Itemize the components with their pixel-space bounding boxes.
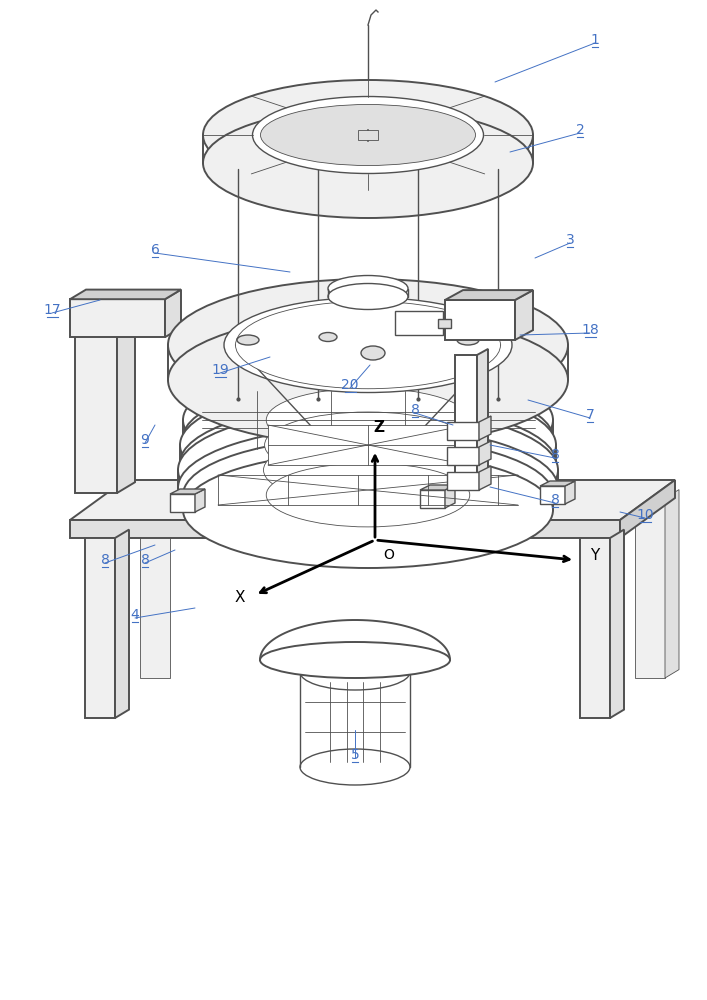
Ellipse shape xyxy=(183,437,553,553)
Text: 2: 2 xyxy=(575,123,585,137)
Text: 8: 8 xyxy=(551,448,559,462)
Ellipse shape xyxy=(180,403,556,523)
Ellipse shape xyxy=(183,362,553,478)
Polygon shape xyxy=(477,349,488,485)
Polygon shape xyxy=(195,489,205,512)
Polygon shape xyxy=(170,494,195,512)
Text: O: O xyxy=(383,548,394,562)
Polygon shape xyxy=(75,299,135,310)
Ellipse shape xyxy=(178,426,558,550)
Text: 19: 19 xyxy=(211,363,229,377)
Polygon shape xyxy=(540,481,575,486)
Ellipse shape xyxy=(168,314,568,446)
Polygon shape xyxy=(438,319,451,328)
Text: 8: 8 xyxy=(551,493,559,507)
Ellipse shape xyxy=(183,452,553,568)
Polygon shape xyxy=(479,441,491,465)
Ellipse shape xyxy=(235,301,501,389)
Ellipse shape xyxy=(224,297,512,393)
Ellipse shape xyxy=(328,275,408,302)
Polygon shape xyxy=(420,490,445,508)
Text: Y: Y xyxy=(590,548,600,562)
Polygon shape xyxy=(447,422,479,440)
Text: 3: 3 xyxy=(566,233,574,247)
Text: 10: 10 xyxy=(636,508,654,522)
Polygon shape xyxy=(445,300,515,340)
Polygon shape xyxy=(165,290,181,337)
Ellipse shape xyxy=(457,335,479,345)
Ellipse shape xyxy=(180,385,556,505)
Polygon shape xyxy=(70,520,620,538)
Ellipse shape xyxy=(260,104,476,165)
Text: 1: 1 xyxy=(590,33,600,47)
Polygon shape xyxy=(665,490,679,678)
Text: 8: 8 xyxy=(411,403,419,417)
Ellipse shape xyxy=(203,80,533,190)
Ellipse shape xyxy=(319,332,337,342)
Ellipse shape xyxy=(361,346,385,360)
Polygon shape xyxy=(447,447,479,465)
Polygon shape xyxy=(70,290,181,299)
Polygon shape xyxy=(268,425,468,465)
Polygon shape xyxy=(117,299,135,493)
Polygon shape xyxy=(70,480,675,520)
Polygon shape xyxy=(75,310,117,493)
Ellipse shape xyxy=(267,388,469,452)
Text: 5: 5 xyxy=(351,748,359,762)
Ellipse shape xyxy=(252,97,484,174)
Polygon shape xyxy=(70,299,165,337)
Polygon shape xyxy=(140,498,170,678)
Polygon shape xyxy=(620,480,675,538)
Ellipse shape xyxy=(237,335,259,345)
Polygon shape xyxy=(420,485,455,490)
Ellipse shape xyxy=(267,463,469,527)
Text: 6: 6 xyxy=(151,243,160,257)
Text: 8: 8 xyxy=(141,553,149,567)
Text: 20: 20 xyxy=(341,378,358,392)
Polygon shape xyxy=(115,530,129,718)
Ellipse shape xyxy=(168,279,568,411)
Polygon shape xyxy=(395,311,443,335)
Polygon shape xyxy=(610,530,624,718)
Polygon shape xyxy=(455,355,477,485)
Polygon shape xyxy=(540,486,565,504)
Polygon shape xyxy=(358,130,378,140)
Polygon shape xyxy=(515,290,533,340)
Text: 4: 4 xyxy=(131,608,139,622)
Ellipse shape xyxy=(260,642,450,678)
Ellipse shape xyxy=(328,284,408,310)
Text: 17: 17 xyxy=(43,303,61,317)
Polygon shape xyxy=(170,489,205,494)
Ellipse shape xyxy=(300,749,410,785)
Polygon shape xyxy=(445,485,455,508)
Text: X: X xyxy=(235,590,245,605)
Text: 7: 7 xyxy=(585,408,595,422)
Ellipse shape xyxy=(264,412,472,478)
Ellipse shape xyxy=(203,108,533,218)
Polygon shape xyxy=(479,416,491,440)
Polygon shape xyxy=(635,498,665,678)
Text: 8: 8 xyxy=(100,553,110,567)
Polygon shape xyxy=(479,466,491,490)
Text: Z: Z xyxy=(373,420,385,435)
Ellipse shape xyxy=(183,380,553,496)
Polygon shape xyxy=(580,538,610,718)
Polygon shape xyxy=(85,538,115,718)
Text: 9: 9 xyxy=(141,433,149,447)
Ellipse shape xyxy=(300,654,410,690)
Polygon shape xyxy=(447,472,479,490)
Text: 18: 18 xyxy=(581,323,599,337)
Polygon shape xyxy=(445,290,533,300)
Polygon shape xyxy=(565,481,575,504)
Ellipse shape xyxy=(264,436,472,504)
Ellipse shape xyxy=(178,408,558,532)
